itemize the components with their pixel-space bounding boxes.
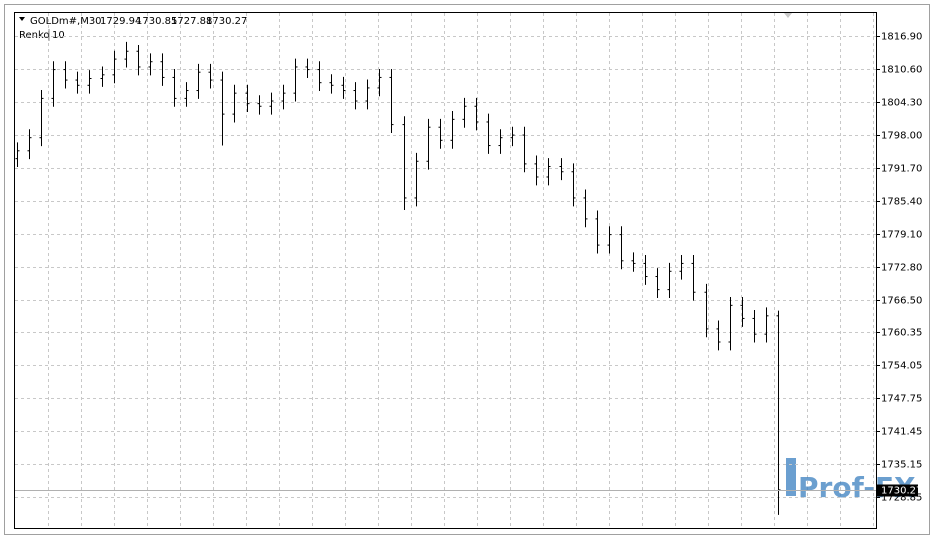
menu-arrow [19,17,25,21]
watermark-logo [786,458,796,496]
plot-area [14,12,877,529]
y-tick-label: 1810.60 [881,65,922,76]
y-tick-label: 1735.15 [881,460,922,471]
y-tick-label: 1785.40 [881,197,922,208]
header-high: 1730.85 [136,16,177,27]
y-tick-label: 1804.30 [881,98,922,109]
indicator-name: Renko [19,30,50,41]
y-tick-label: 1747.75 [881,394,922,405]
y-tick-label: 1754.05 [881,361,922,372]
last-price-box [877,484,918,497]
symbol: GOLDm#,M30 [30,16,102,27]
header-open: 1729.94 [100,16,141,27]
time-grid [48,13,874,528]
indicator-param: 10 [52,30,65,41]
header-close: 1730.27 [206,16,247,27]
y-tick-label: 1728.85 [881,493,922,504]
header-low: 1727.88 [171,16,212,27]
y-tick-label: 1779.10 [881,230,922,241]
y-tick-label: 1791.70 [881,164,922,175]
chart-frame [4,4,930,535]
last-price-label: 1730.27 [881,486,922,497]
y-tick-label: 1760.35 [881,328,922,339]
y-tick-label: 1816.90 [881,32,922,43]
y-tick-label: 1741.45 [881,427,922,438]
shift-marker [784,13,792,18]
y-tick-label: 1772.80 [881,263,922,274]
y-tick-label: 1798.00 [881,131,922,142]
y-tick-label: 1766.50 [881,296,922,307]
